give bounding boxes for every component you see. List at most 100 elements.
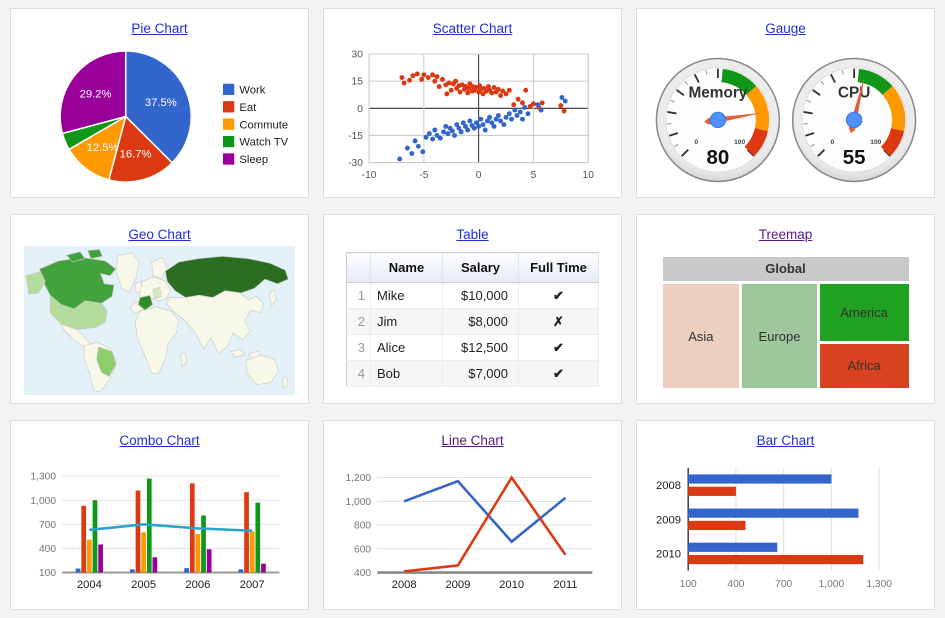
combo-chart-link[interactable]: Combo Chart: [119, 433, 200, 448]
svg-text:400: 400: [727, 579, 744, 590]
scatter-chart-canvas[interactable]: -30 -15 0 15 30 -10 -5 0 5 10: [324, 36, 621, 197]
svg-text:-30: -30: [348, 158, 363, 169]
table-cell-ft: ✔: [518, 334, 599, 361]
geo-chart-title: Geo Chart: [11, 215, 308, 242]
scatter-chart-link[interactable]: Scatter Chart: [432, 21, 513, 36]
gauge-card: Gauge 0 100 Memory 80 0 100 CPU 55: [636, 8, 935, 198]
svg-text:1,000: 1,000: [30, 496, 56, 507]
svg-text:0: 0: [357, 104, 363, 115]
svg-text:2011: 2011: [553, 579, 577, 591]
svg-text:2010: 2010: [499, 579, 524, 591]
treemap: Global Asia Europe America Africa: [662, 257, 909, 388]
table-header-full-time[interactable]: Full Time: [518, 252, 599, 283]
line-chart-link[interactable]: Line Chart: [441, 433, 504, 448]
svg-text:2010: 2010: [656, 549, 681, 561]
table-cell-ft: ✔: [518, 360, 599, 387]
treemap-node-europe[interactable]: Europe: [742, 284, 817, 388]
svg-text:400: 400: [39, 544, 56, 555]
svg-text:-15: -15: [348, 131, 363, 142]
table-row[interactable]: 1 Mike $10,000 ✔: [346, 282, 599, 309]
svg-text:-10: -10: [362, 170, 377, 181]
line-chart-card: Line Chart 400 600 800 1,000 1,200 2008 2009 20…: [323, 420, 622, 610]
svg-text:2005: 2005: [131, 579, 156, 591]
line-chart-canvas[interactable]: 400 600 800 1,000 1,200 2008 2009 2010 2011: [324, 448, 621, 609]
svg-text:29.2%: 29.2%: [80, 88, 112, 100]
svg-text:Work: Work: [239, 84, 265, 96]
bar-chart-canvas[interactable]: 100 400 700 1,000 1,300 2008 2009 2010: [637, 448, 934, 609]
svg-text:Commute: Commute: [239, 119, 288, 131]
svg-text:100: 100: [680, 579, 697, 590]
treemap-node-asia[interactable]: Asia: [662, 284, 740, 388]
svg-text:2008: 2008: [656, 480, 681, 492]
svg-text:100: 100: [870, 139, 881, 146]
svg-text:Memory: Memory: [688, 84, 747, 101]
table-title: Table: [324, 215, 621, 242]
svg-text:0: 0: [831, 139, 835, 146]
svg-text:-5: -5: [419, 170, 428, 181]
treemap-node-america[interactable]: America: [819, 284, 909, 341]
svg-text:2009: 2009: [445, 579, 470, 591]
pie-chart-canvas[interactable]: 37.5% 16.7% 12.5% 29.2% Work Eat Commute Watch …: [11, 36, 308, 197]
table-cell-salary: $8,000: [442, 308, 519, 335]
svg-text:2009: 2009: [656, 514, 681, 526]
table-row[interactable]: 3 Alice $12,500 ✔: [346, 334, 599, 361]
pie-chart-card: Pie Chart 37.5% 16.7% 12.5% 29.2% Work Eat Com…: [10, 8, 309, 198]
svg-text:Eat: Eat: [239, 102, 257, 114]
line-chart-title: Line Chart: [324, 421, 621, 448]
table-corner-header: [346, 252, 371, 283]
bar-chart-link[interactable]: Bar Chart: [756, 433, 815, 448]
svg-text:12.5%: 12.5%: [87, 142, 119, 154]
table-cell-name: Jim: [370, 308, 443, 335]
table-cell-name: Alice: [370, 334, 443, 361]
scatter-chart-card: Scatter Chart -30 -15 0 15 30 -10 -5 0 5 10: [323, 8, 622, 198]
treemap-canvas[interactable]: Global Asia Europe America Africa: [637, 242, 934, 403]
table-cell-numcol: 4: [346, 360, 371, 387]
svg-text:2004: 2004: [77, 579, 102, 591]
svg-text:80: 80: [707, 146, 730, 169]
svg-text:30: 30: [352, 50, 364, 61]
svg-text:1,200: 1,200: [345, 473, 371, 484]
treemap-root-node[interactable]: Global: [662, 257, 909, 281]
table-row[interactable]: 4 Bob $7,000 ✔: [346, 360, 599, 387]
svg-text:0: 0: [476, 170, 482, 181]
svg-text:0: 0: [694, 139, 698, 146]
pie-chart-title: Pie Chart: [11, 9, 308, 36]
table-link[interactable]: Table: [456, 227, 489, 242]
svg-text:100: 100: [734, 139, 745, 146]
svg-text:1,300: 1,300: [866, 579, 892, 590]
gauge-title: Gauge: [637, 9, 934, 36]
table-row[interactable]: 2 Jim $8,000 ✗: [346, 308, 599, 335]
svg-text:2007: 2007: [240, 579, 265, 591]
svg-text:2008: 2008: [392, 579, 417, 591]
gauge-canvas[interactable]: 0 100 Memory 80 0 100 CPU 55: [637, 36, 934, 197]
svg-text:600: 600: [354, 544, 371, 555]
svg-text:100: 100: [39, 568, 56, 579]
table-header-salary[interactable]: Salary: [442, 252, 519, 283]
table-cell-salary: $10,000: [442, 282, 519, 309]
svg-text:800: 800: [354, 521, 371, 532]
svg-text:1,000: 1,000: [819, 579, 845, 590]
treemap-title: Treemap: [637, 215, 934, 242]
treemap-link[interactable]: Treemap: [758, 227, 813, 242]
gauge-link[interactable]: Gauge: [765, 21, 806, 36]
svg-text:15: 15: [352, 77, 364, 88]
combo-chart-canvas[interactable]: 100 400 700 1,000 1,300 2004 2005 2006 2007: [11, 448, 308, 609]
svg-text:55: 55: [843, 146, 866, 169]
table-header-name[interactable]: Name: [370, 252, 443, 283]
svg-text:700: 700: [39, 520, 56, 531]
treemap-card: Treemap Global Asia Europe America Africa: [636, 214, 935, 404]
geo-chart-link[interactable]: Geo Chart: [128, 227, 191, 242]
svg-text:2006: 2006: [185, 579, 210, 591]
table-cell-salary: $7,000: [442, 360, 519, 387]
geo-chart-canvas[interactable]: [11, 242, 308, 403]
table-cell-numcol: 1: [346, 282, 371, 309]
data-table[interactable]: Name Salary Full Time 1 Mike $10,000 ✔ 2 Jim $8,0…: [346, 252, 599, 387]
pie-chart-link[interactable]: Pie Chart: [131, 21, 188, 36]
table-cell-name: Bob: [370, 360, 443, 387]
table-canvas[interactable]: Name Salary Full Time 1 Mike $10,000 ✔ 2 Jim $8,0…: [324, 242, 621, 403]
svg-text:5: 5: [531, 170, 537, 181]
treemap-node-africa[interactable]: Africa: [819, 343, 909, 388]
table-cell-numcol: 2: [346, 308, 371, 335]
svg-text:16.7%: 16.7%: [120, 148, 152, 160]
